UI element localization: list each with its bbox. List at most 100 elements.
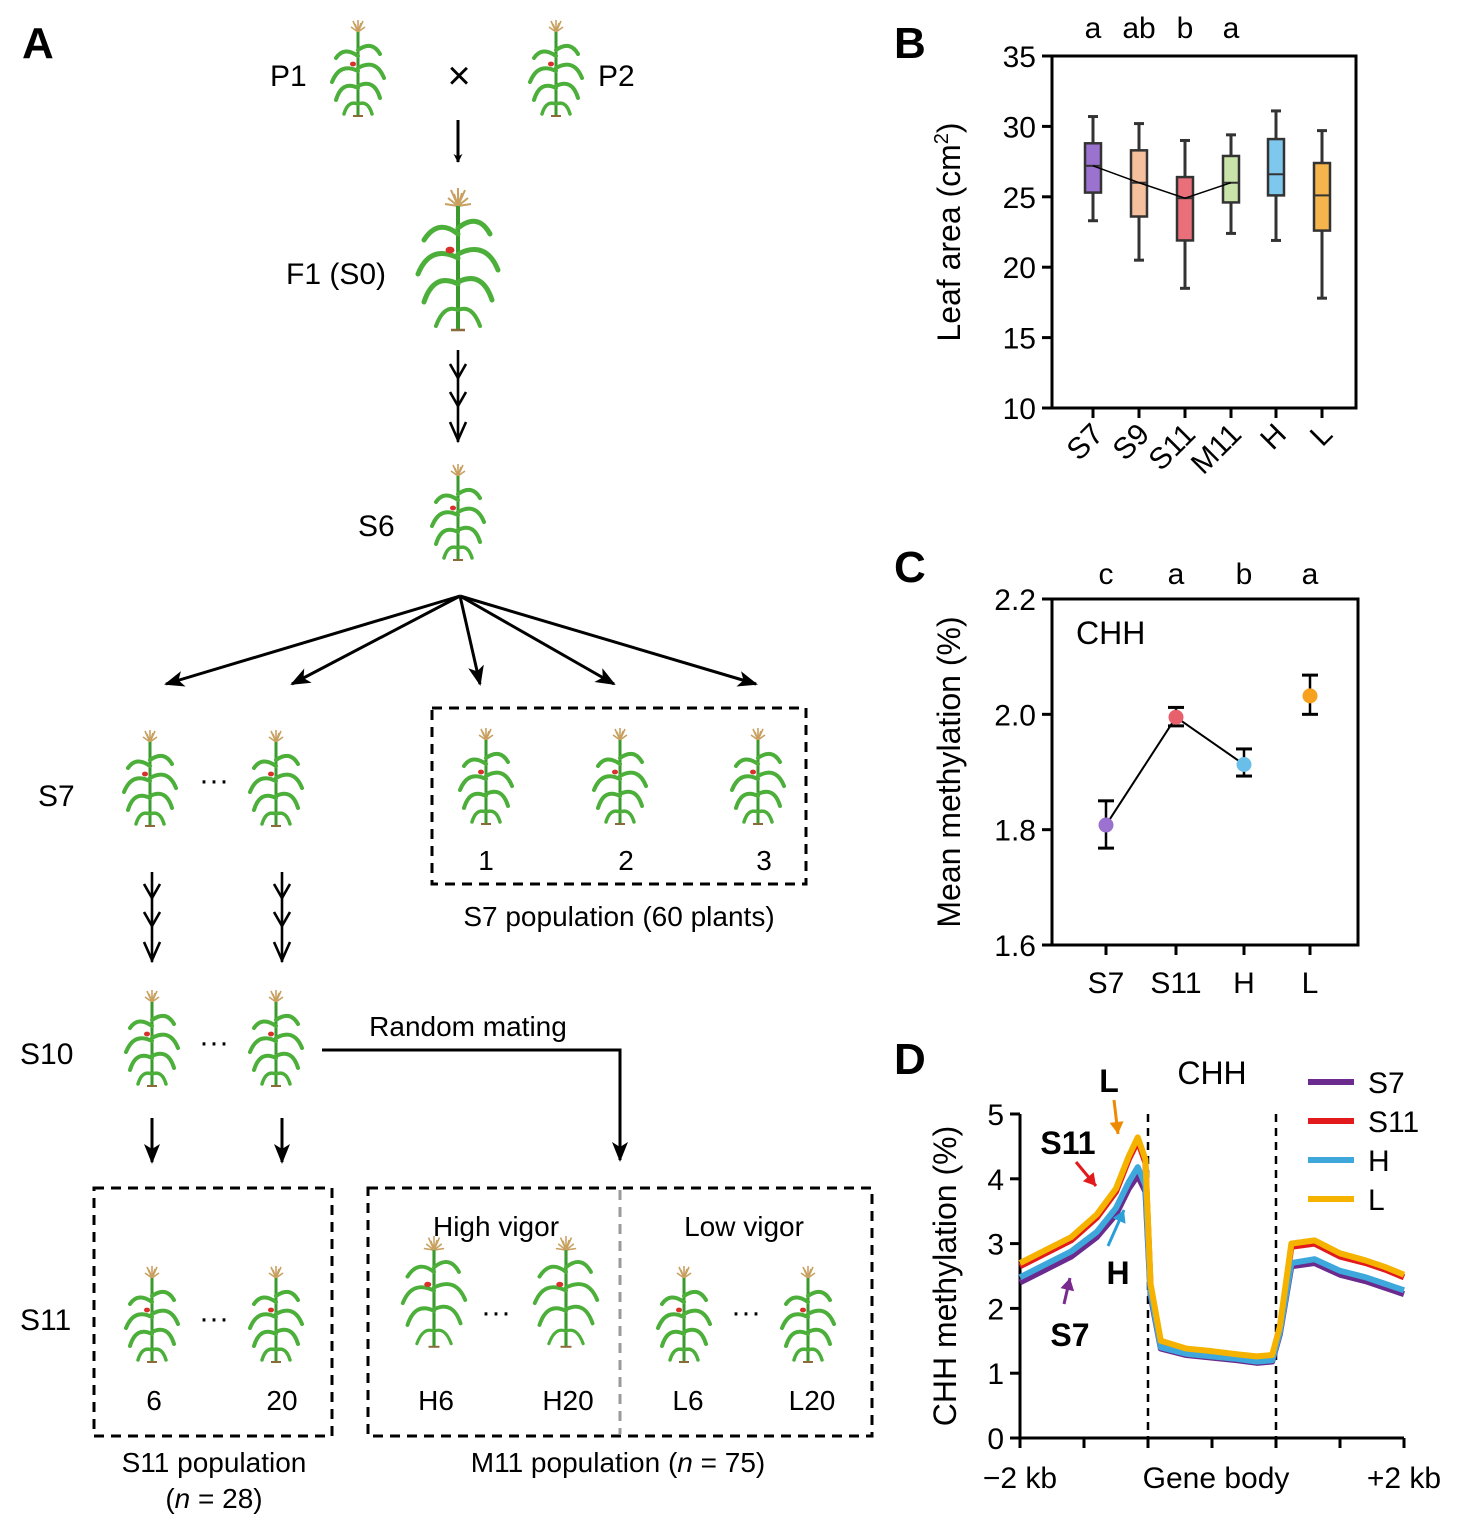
high-vigor-plant-icon — [532, 1234, 600, 1349]
point-l — [1302, 673, 1318, 716]
s11-population-count: (n = 28) — [165, 1483, 262, 1514]
series-annotation-label: S7 — [1050, 1317, 1089, 1353]
significance-letter: ab — [1122, 12, 1155, 45]
m11-box-number: H6 — [418, 1385, 454, 1416]
legend-label: S7 — [1368, 1067, 1405, 1100]
panel-b-frame — [1050, 54, 1358, 410]
s7-plant-icon — [248, 728, 304, 828]
point-h — [1236, 747, 1252, 778]
s11-plant-icon — [124, 1264, 180, 1364]
box-body — [1266, 137, 1286, 197]
series-annotation-arrowhead — [1082, 1172, 1096, 1186]
s6-fan-arrows — [164, 594, 758, 687]
y-tick-label: 10 — [1003, 393, 1036, 426]
significance-letter: a — [1168, 558, 1185, 591]
panel-d-y-axis: 0 1 2 3 4 5 — [987, 1099, 1022, 1456]
panel-b-y-axis-label: Leaf area (cm2) — [931, 122, 967, 341]
significance-letter: b — [1177, 12, 1194, 45]
point-s7 — [1098, 799, 1114, 850]
s10-plant-icon — [124, 988, 180, 1088]
series-annotation-label: L — [1099, 1063, 1119, 1099]
m11-box-number: H20 — [542, 1385, 593, 1416]
box-m11 — [1221, 133, 1241, 235]
panel-b-plot-area — [1083, 109, 1332, 300]
panel-c-title: CHH — [1076, 615, 1145, 651]
s10-label: S10 — [20, 1038, 73, 1071]
y-tick-label: 20 — [1003, 252, 1036, 285]
point-s11 — [1168, 705, 1184, 728]
random-mating-label: Random mating — [369, 1011, 567, 1042]
s7-population-box — [430, 706, 808, 886]
box-s11 — [1175, 138, 1195, 290]
high-vigor-ellipsis: ··· — [481, 1296, 511, 1329]
s7-box-number: 2 — [618, 845, 634, 876]
x-tick-label: S11 — [1142, 418, 1202, 478]
panel-d-letter: D — [894, 1035, 926, 1084]
panel-a: A P1 × P2 F1 (S0) S6 S7 ··· — [20, 18, 874, 1514]
series-line-h — [1018, 1164, 1405, 1365]
significance-letter: a — [1302, 558, 1319, 591]
panel-b-letter: B — [894, 19, 926, 68]
s7-label: S7 — [38, 780, 75, 813]
x-tick-label: H — [1254, 418, 1293, 457]
s11-label: S11 — [20, 1304, 71, 1337]
m11-population-label: M11 population (n = 75) — [471, 1447, 765, 1478]
s11-box-number: 6 — [146, 1385, 162, 1416]
m11-population-box — [366, 1186, 874, 1438]
y-tick-label: 30 — [1003, 111, 1036, 144]
series-annotation-arrowhead — [1112, 1210, 1126, 1224]
y-tick-label: 35 — [1003, 41, 1036, 74]
box-s7 — [1083, 115, 1103, 223]
x-tick-label: H — [1233, 967, 1255, 1000]
significance-letter: a — [1085, 12, 1102, 45]
high-vigor-plant-icon — [400, 1234, 468, 1349]
y-tick-label: 5 — [987, 1099, 1004, 1132]
y-tick-label: 25 — [1003, 182, 1036, 215]
parent-2-plant-icon — [528, 18, 584, 118]
median-connector — [1092, 165, 1232, 199]
panel-d: D CHH 0 1 2 3 4 5 CHH methylation (%) −2 kb Ge… — [894, 1035, 1441, 1495]
s6-plant-icon — [430, 462, 486, 562]
series-line-l — [1018, 1134, 1406, 1360]
panel-c-y-axis: 1.6 1.8 2.0 2.2 — [994, 584, 1052, 963]
s7-box-plant-icon — [592, 726, 648, 826]
x-tick-label: L — [1302, 967, 1319, 1000]
panel-d-plot-area — [1018, 1114, 1406, 1438]
box-body — [1175, 175, 1195, 242]
panel-d-title: CHH — [1177, 1055, 1246, 1091]
box-h — [1266, 109, 1286, 242]
panel-d-x-axis: −2 kb Gene body +2 kb — [983, 1436, 1441, 1495]
y-tick-label: 2.2 — [994, 584, 1036, 617]
s7-ellipsis: ··· — [199, 764, 229, 797]
box-s9 — [1129, 122, 1149, 262]
s11-population-box — [92, 1186, 334, 1438]
significance-letter: c — [1099, 558, 1114, 591]
m11-box-number: L6 — [672, 1385, 703, 1416]
f1-label: F1 (S0) — [286, 258, 386, 291]
panel-b-y-axis: 10 15 20 25 30 35 — [1003, 41, 1052, 426]
s6-label: S6 — [358, 510, 395, 543]
s11-population-label: S11 population — [122, 1447, 307, 1478]
panel-d-legend: S7 S11 HL — [1308, 1067, 1419, 1217]
series-annotation-label: H — [1106, 1255, 1129, 1291]
series-annotation-arrowhead — [1060, 1278, 1075, 1292]
s11-ellipsis: ··· — [199, 1302, 229, 1335]
y-tick-label: 2.0 — [994, 699, 1036, 732]
panel-c-y-axis-label: Mean methylation (%) — [931, 616, 967, 927]
s11-box-number: 20 — [266, 1385, 297, 1416]
panel-c-x-axis: S7 S11 H L — [1088, 945, 1319, 1000]
low-vigor-plant-icon — [656, 1264, 712, 1364]
box-l — [1312, 129, 1332, 300]
panel-c-frame — [1050, 597, 1360, 947]
legend-label: S11 — [1368, 1106, 1419, 1139]
y-tick-label: 3 — [987, 1229, 1004, 1262]
triple-arrow-f1-s6 — [448, 350, 468, 444]
mean-point — [1302, 688, 1318, 704]
mean-point — [1168, 709, 1184, 725]
x-tick-label: +2 kb — [1367, 1462, 1441, 1495]
